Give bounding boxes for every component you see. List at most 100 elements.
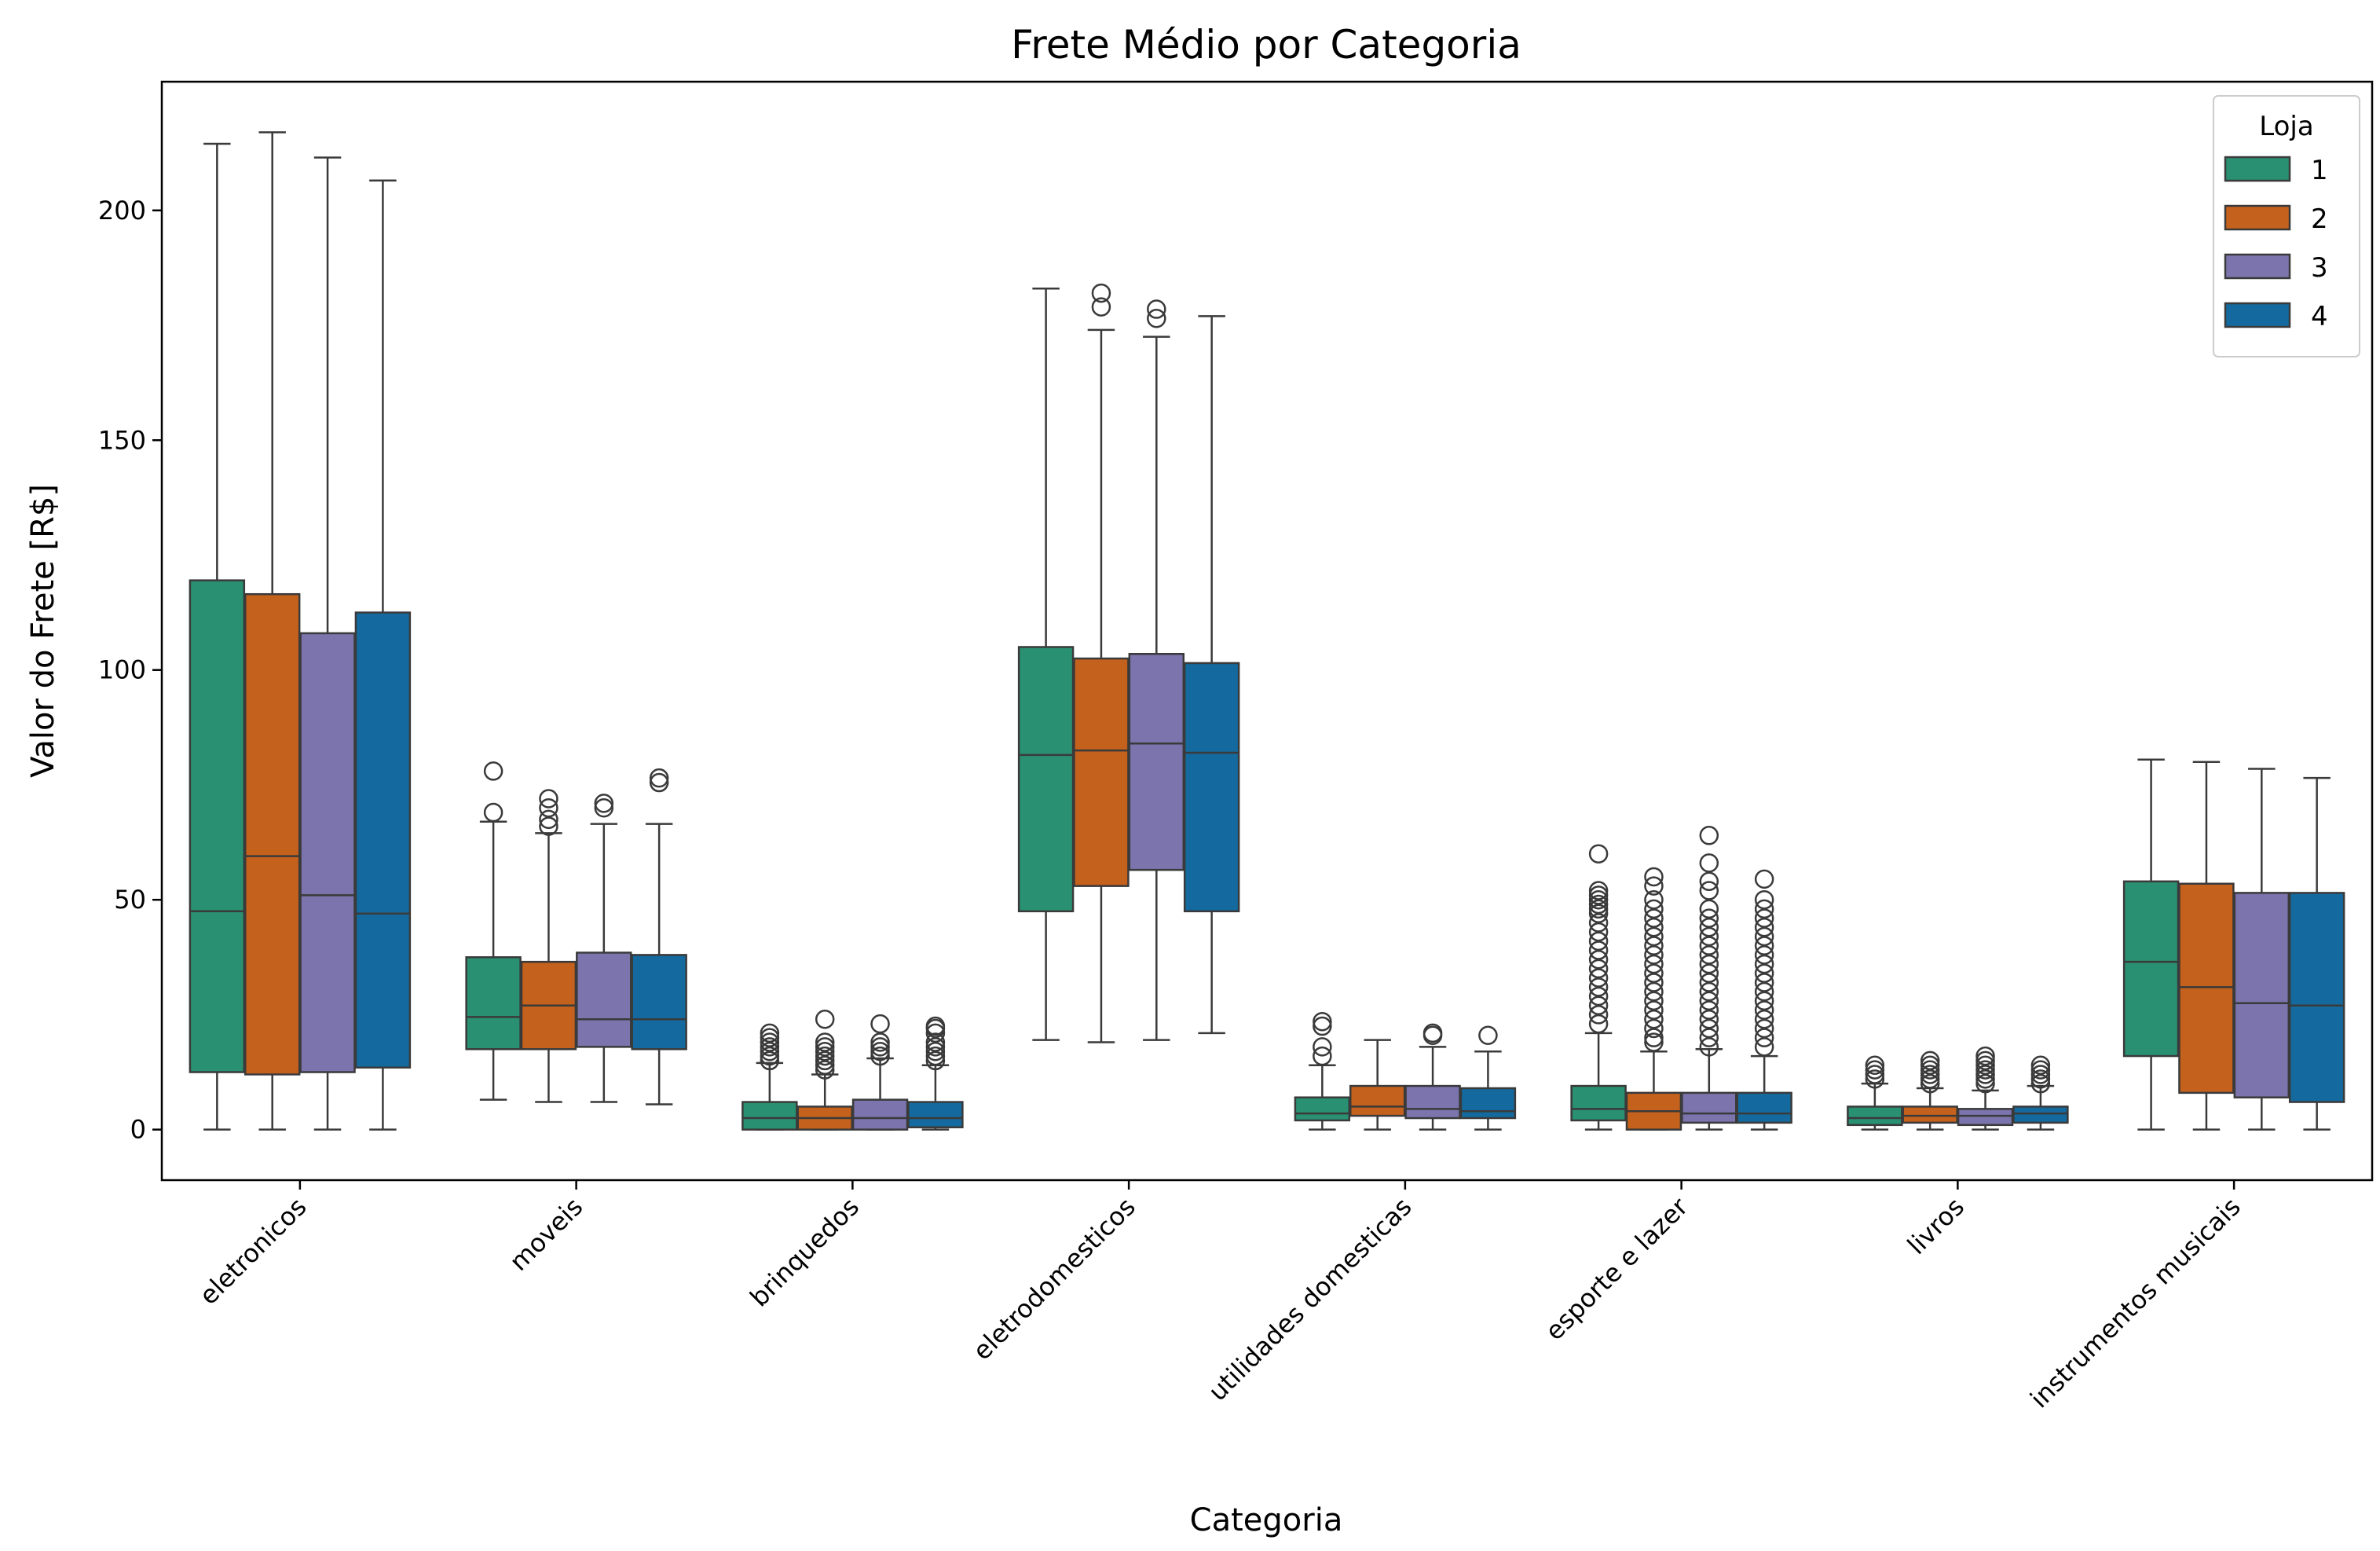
outlier-point bbox=[1754, 973, 1774, 992]
box bbox=[2012, 1106, 2069, 1124]
outlier-point bbox=[1699, 871, 1719, 892]
outlier-point bbox=[1588, 922, 1609, 942]
outlier-point bbox=[1147, 299, 1166, 319]
outlier-point bbox=[760, 1050, 780, 1071]
box bbox=[576, 952, 632, 1048]
legend-swatch bbox=[2224, 302, 2291, 328]
box-group bbox=[354, 179, 412, 1131]
legend-label: 2 bbox=[2311, 204, 2328, 235]
outlier-point bbox=[1478, 1025, 1498, 1045]
outlier-point bbox=[1588, 996, 1609, 1015]
outlier-point bbox=[870, 1037, 890, 1057]
outlier-point bbox=[925, 1037, 946, 1057]
outlier-point bbox=[1920, 1069, 1940, 1089]
outlier-point bbox=[1644, 1018, 1664, 1039]
chart-title: Frete Médio por Categoria bbox=[1011, 22, 1521, 68]
outlier-point bbox=[815, 1032, 835, 1052]
outlier-point bbox=[815, 1055, 835, 1076]
box-group bbox=[1681, 826, 1737, 1131]
box-group bbox=[907, 1016, 964, 1131]
box-group bbox=[2288, 776, 2345, 1131]
outlier-point bbox=[1975, 1069, 1995, 1089]
outlier-point bbox=[1699, 954, 1719, 974]
outlier-point bbox=[925, 1016, 946, 1036]
outlier-point bbox=[815, 1037, 835, 1057]
outlier-point bbox=[1644, 973, 1664, 992]
box bbox=[1128, 652, 1185, 871]
outlier-point bbox=[2030, 1060, 2051, 1080]
box-group bbox=[2012, 1055, 2069, 1131]
outlier-point bbox=[649, 772, 669, 793]
box-group bbox=[243, 131, 301, 1131]
y-tick-label: 100 bbox=[98, 655, 146, 685]
outlier-point bbox=[1644, 899, 1664, 919]
legend-label: 1 bbox=[2311, 155, 2328, 186]
y-tick-label: 200 bbox=[98, 196, 146, 226]
outlier-point bbox=[1754, 889, 1774, 910]
x-axis-title: Categoria bbox=[1190, 1502, 1343, 1538]
box-group bbox=[1736, 869, 1792, 1131]
outlier-point bbox=[1644, 918, 1664, 937]
box-group bbox=[1017, 287, 1075, 1041]
outlier-point bbox=[1975, 1065, 1995, 1084]
outlier-point bbox=[1865, 1055, 1885, 1076]
outlier-point bbox=[1754, 908, 1774, 928]
box bbox=[465, 956, 522, 1050]
outlier-point bbox=[1699, 1010, 1719, 1029]
box-group bbox=[1404, 1023, 1461, 1131]
box bbox=[2178, 882, 2235, 1094]
outlier-point bbox=[1920, 1050, 1940, 1071]
outlier-point bbox=[1588, 889, 1609, 910]
outlier-point bbox=[1644, 954, 1664, 974]
box bbox=[243, 592, 301, 1076]
outlier-point bbox=[1754, 954, 1774, 974]
outlier-point bbox=[1699, 1028, 1719, 1047]
box-group bbox=[1847, 1055, 1903, 1131]
outlier-point bbox=[1588, 977, 1609, 997]
outlier-point bbox=[1699, 1018, 1719, 1039]
box bbox=[1183, 662, 1240, 913]
outlier-point bbox=[1588, 1014, 1609, 1034]
y-axis-title: Valor do Frete [R$] bbox=[25, 484, 61, 778]
outlier-point bbox=[1644, 1010, 1664, 1029]
outlier-point bbox=[760, 1037, 780, 1057]
outlier-point bbox=[1644, 889, 1664, 910]
outlier-point bbox=[1754, 1000, 1774, 1020]
legend: Loja 1 2 3 4 bbox=[2213, 95, 2360, 358]
outlier-point bbox=[1865, 1069, 1885, 1089]
outlier-point bbox=[870, 1032, 890, 1052]
outlier-point bbox=[1588, 844, 1609, 864]
outlier-point bbox=[1588, 949, 1609, 970]
outlier-point bbox=[1699, 908, 1719, 928]
box bbox=[1404, 1084, 1461, 1120]
outlier-point bbox=[870, 1041, 890, 1062]
box bbox=[1847, 1106, 1903, 1127]
outlier-point bbox=[594, 794, 614, 813]
box bbox=[1073, 657, 1130, 887]
outlier-point bbox=[539, 816, 558, 836]
outlier-point bbox=[1147, 308, 1166, 328]
legend-items: 1 2 3 4 bbox=[2224, 155, 2328, 332]
box-group bbox=[1294, 1011, 1351, 1131]
outlier-point bbox=[925, 1050, 946, 1071]
boxes-layer bbox=[189, 131, 2345, 1131]
outlier-point bbox=[1699, 926, 1719, 947]
outlier-point bbox=[1699, 1037, 1719, 1057]
box bbox=[2233, 892, 2290, 1098]
outlier-point bbox=[1754, 991, 1774, 1011]
outlier-point bbox=[815, 1050, 835, 1071]
box-group bbox=[520, 789, 577, 1103]
outlier-point bbox=[1091, 283, 1111, 303]
box-group bbox=[1183, 315, 1240, 1035]
outlier-point bbox=[1423, 1023, 1443, 1043]
outlier-point bbox=[925, 1046, 946, 1066]
box bbox=[1957, 1108, 2014, 1127]
outlier-point bbox=[539, 789, 558, 808]
outlier-point bbox=[539, 798, 558, 818]
box bbox=[1294, 1096, 1351, 1122]
outlier-point bbox=[1588, 899, 1609, 919]
outlier-point bbox=[1754, 1010, 1774, 1029]
x-tick-label: esporte e lazer bbox=[1540, 1191, 1694, 1346]
outlier-point bbox=[1313, 1016, 1332, 1036]
